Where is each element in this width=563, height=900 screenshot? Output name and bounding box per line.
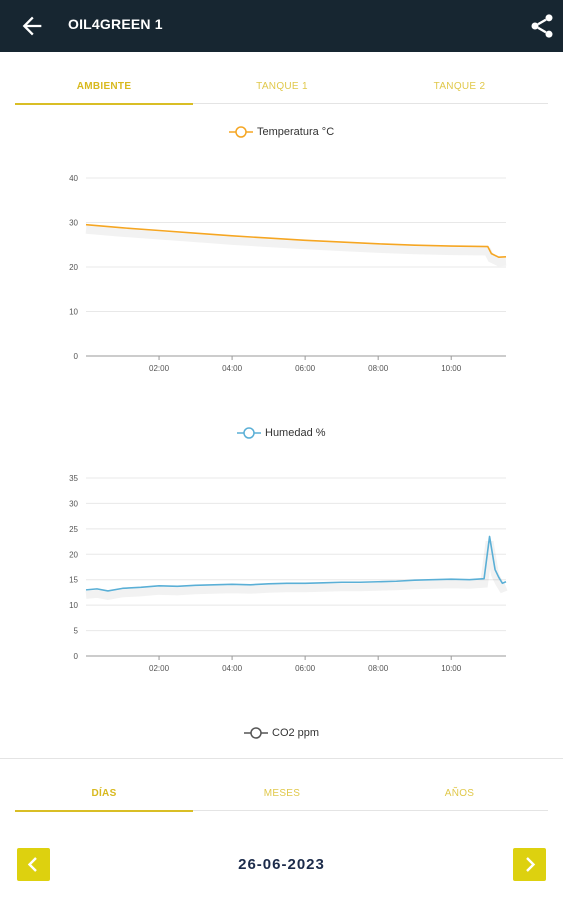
legend-label: Temperatura °C <box>257 126 335 138</box>
x-tick-label: 06:00 <box>295 364 316 373</box>
top-tab-bar: AMBIENTE TANQUE 1 TANQUE 2 <box>15 70 548 105</box>
tab-meses[interactable]: MESES <box>263 788 301 799</box>
y-tick-label: 25 <box>69 525 78 534</box>
y-tick-label: 0 <box>74 352 79 361</box>
y-tick-label: 10 <box>69 601 78 610</box>
legend-line-marker-icon <box>244 727 268 739</box>
x-tick-label: 10:00 <box>441 664 462 673</box>
previous-day-button[interactable] <box>17 848 50 881</box>
legend-label: CO2 ppm <box>272 727 320 739</box>
chevron-left-icon <box>27 857 37 872</box>
y-tick-label: 30 <box>69 219 78 228</box>
tab-dias[interactable]: DÍAS <box>91 788 117 799</box>
y-tick-label: 30 <box>69 499 78 508</box>
temperature-legend[interactable]: Temperatura °C <box>229 123 334 141</box>
tab-indicator <box>15 810 193 812</box>
humidity-chart: 0 5 10 15 20 25 30 35 02:00 04:00 06:00 08:00 10:00 <box>69 474 508 673</box>
app-bar: OIL4GREEN 1 <box>0 0 563 52</box>
period-tab-bar: DÍAS MESES AÑOS <box>15 777 548 812</box>
y-tick-label: 10 <box>69 308 78 317</box>
selected-date: 26-06-2023 <box>238 856 325 873</box>
x-tick-label: 02:00 <box>149 664 170 673</box>
x-tick-label: 10:00 <box>441 364 462 373</box>
page-title: OIL4GREEN 1 <box>68 16 163 32</box>
humidity-legend[interactable]: Humedad % <box>237 424 326 442</box>
tab-ambiente[interactable]: AMBIENTE <box>76 81 132 92</box>
series-line <box>85 223 507 259</box>
co2-legend[interactable]: CO2 ppm <box>244 724 319 742</box>
series-line <box>85 535 507 592</box>
y-tick-label: 40 <box>69 174 78 183</box>
y-tick-label: 20 <box>69 550 78 559</box>
y-tick-label: 20 <box>69 263 78 272</box>
tab-divider <box>15 810 548 811</box>
legend-label: Humedad % <box>265 427 326 439</box>
tab-anos[interactable]: AÑOS <box>444 788 475 799</box>
section-divider <box>0 758 563 759</box>
y-tick-label: 35 <box>69 474 78 483</box>
temperature-chart: 0 10 20 30 40 02:00 04:00 06:00 08:00 10:00 <box>69 174 507 373</box>
series-shadow <box>85 540 508 600</box>
x-tick-label: 08:00 <box>368 664 389 673</box>
x-tick-label: 06:00 <box>295 664 316 673</box>
series-shadow <box>85 225 507 267</box>
tab-tanque-1[interactable]: TANQUE 1 <box>256 81 308 92</box>
legend-line-marker-icon <box>229 126 253 138</box>
x-tick-label: 08:00 <box>368 364 389 373</box>
x-tick-label: 04:00 <box>222 364 243 373</box>
next-day-button[interactable] <box>513 848 546 881</box>
chevron-right-icon <box>526 857 536 872</box>
legend-line-marker-icon <box>237 427 261 439</box>
tab-indicator <box>15 103 193 105</box>
y-tick-label: 15 <box>69 576 78 585</box>
share-icon[interactable] <box>528 12 556 40</box>
arrow-left-icon[interactable] <box>18 12 46 40</box>
x-tick-label: 02:00 <box>149 364 170 373</box>
y-tick-label: 0 <box>74 652 79 661</box>
tab-tanque-2[interactable]: TANQUE 2 <box>433 81 486 92</box>
tab-divider <box>15 103 548 104</box>
x-tick-label: 04:00 <box>222 664 243 673</box>
y-tick-label: 5 <box>74 627 79 636</box>
